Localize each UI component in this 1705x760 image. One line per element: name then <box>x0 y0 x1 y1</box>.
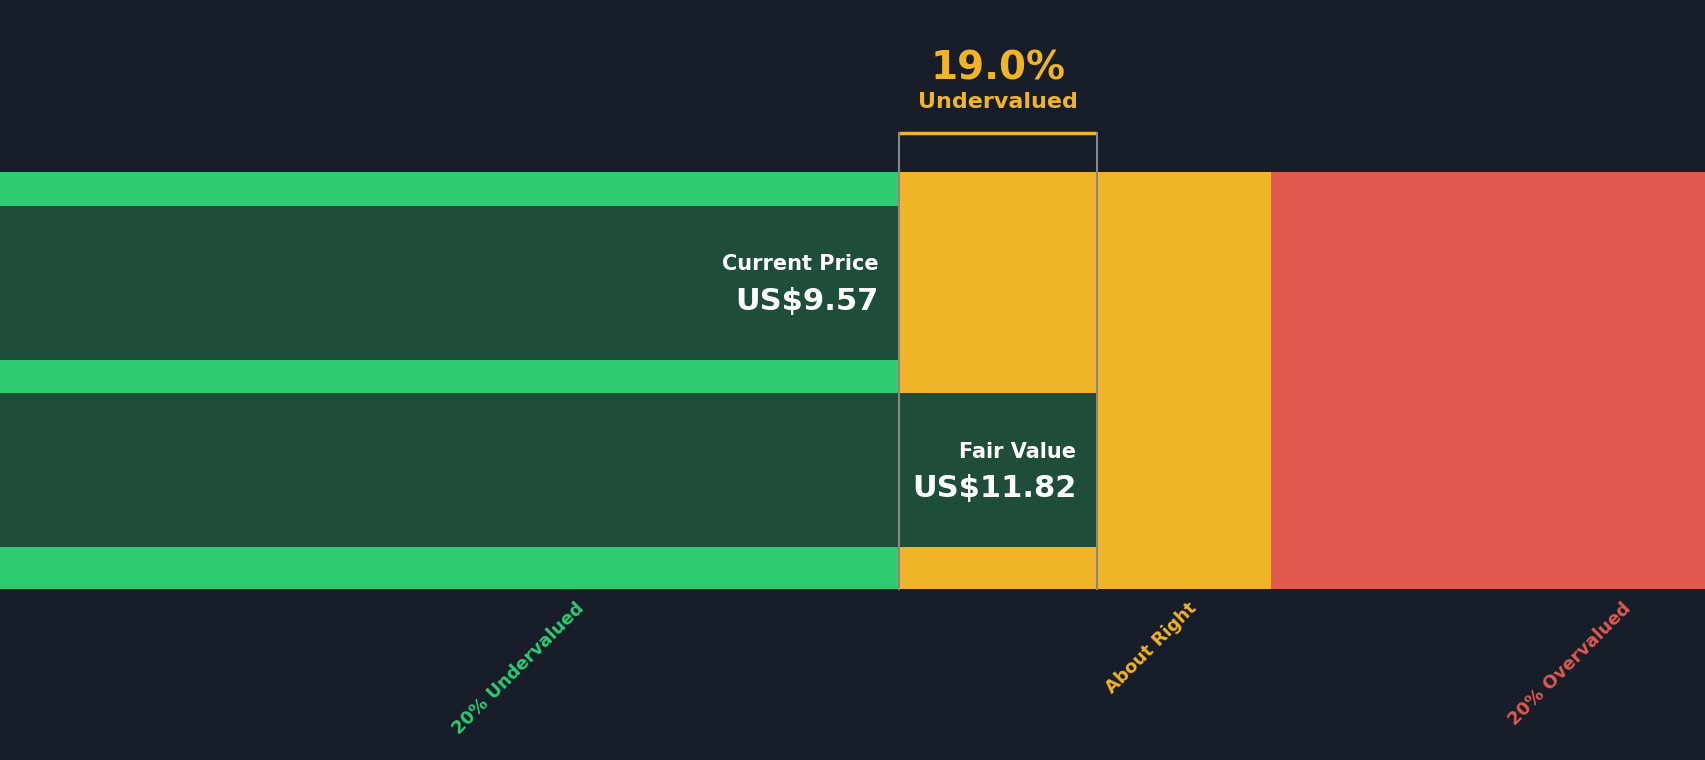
Bar <box>0 393 1096 547</box>
Text: Fair Value: Fair Value <box>958 442 1076 461</box>
Text: 20% Undervalued: 20% Undervalued <box>450 600 588 738</box>
Text: US$11.82: US$11.82 <box>912 474 1076 503</box>
Text: About Right: About Right <box>1101 600 1199 698</box>
Bar <box>0 359 899 393</box>
Bar <box>1270 173 1705 589</box>
Bar <box>0 547 899 589</box>
Text: Current Price: Current Price <box>721 254 878 274</box>
Bar <box>899 173 1270 589</box>
Text: 19.0%: 19.0% <box>929 49 1066 87</box>
Bar <box>0 206 899 359</box>
Text: 20% Overvalued: 20% Overvalued <box>1506 600 1633 729</box>
Text: US$9.57: US$9.57 <box>735 287 878 315</box>
Bar <box>0 173 899 589</box>
Text: Undervalued: Undervalued <box>917 92 1078 112</box>
Bar <box>0 173 899 206</box>
